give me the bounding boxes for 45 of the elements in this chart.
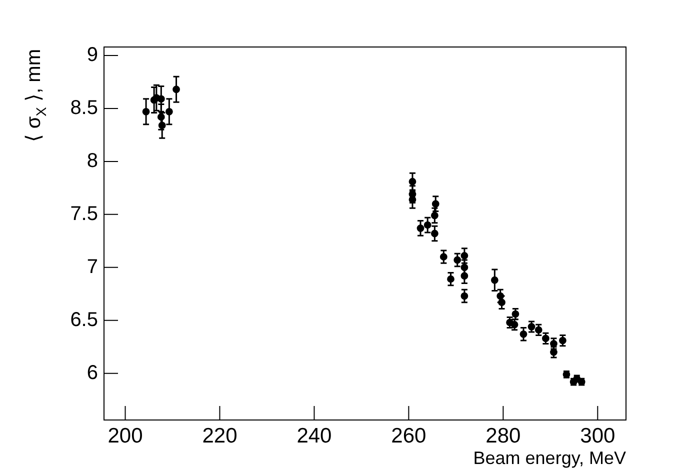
point xyxy=(534,326,542,334)
y-tick-label: 6 xyxy=(86,362,98,384)
point xyxy=(165,108,173,116)
y-tick-label: 7.5 xyxy=(70,202,98,225)
x-tick-label: 220 xyxy=(202,424,238,448)
point xyxy=(512,310,520,318)
point xyxy=(430,230,438,238)
x-tick-label: 300 xyxy=(580,424,616,448)
point xyxy=(550,340,558,348)
y-tick-label: 7 xyxy=(86,256,98,278)
point xyxy=(460,272,468,280)
y-tick-label: 9 xyxy=(86,44,98,66)
point xyxy=(142,108,150,116)
point xyxy=(424,221,432,229)
point xyxy=(490,276,498,284)
x-tick-label: 260 xyxy=(391,424,426,448)
x-tick-label: 200 xyxy=(108,424,143,448)
point xyxy=(528,323,536,330)
point xyxy=(454,256,462,264)
point xyxy=(447,275,454,283)
point xyxy=(172,86,180,94)
point xyxy=(460,252,468,260)
point xyxy=(158,122,166,130)
point xyxy=(440,253,448,261)
y-tick-label: 6.5 xyxy=(70,308,98,331)
point xyxy=(460,292,468,300)
point xyxy=(542,334,550,342)
point xyxy=(157,95,165,103)
y-axis-title: ⟨ σX ⟩, mm xyxy=(23,48,49,142)
y-tick-label: 8.5 xyxy=(70,96,98,119)
point xyxy=(520,330,528,338)
point xyxy=(416,224,424,232)
point xyxy=(408,178,416,186)
point xyxy=(432,200,440,208)
point xyxy=(157,113,165,121)
x-axis-title: Beam energy, MeV xyxy=(473,448,626,468)
x-tick-label: 280 xyxy=(486,424,521,448)
point xyxy=(496,292,504,300)
point xyxy=(430,212,438,220)
x-tick-label: 240 xyxy=(296,424,332,448)
point xyxy=(498,298,506,306)
point xyxy=(559,336,566,344)
point xyxy=(460,264,468,272)
y-tick-label: 8 xyxy=(86,150,98,172)
point xyxy=(510,320,518,328)
